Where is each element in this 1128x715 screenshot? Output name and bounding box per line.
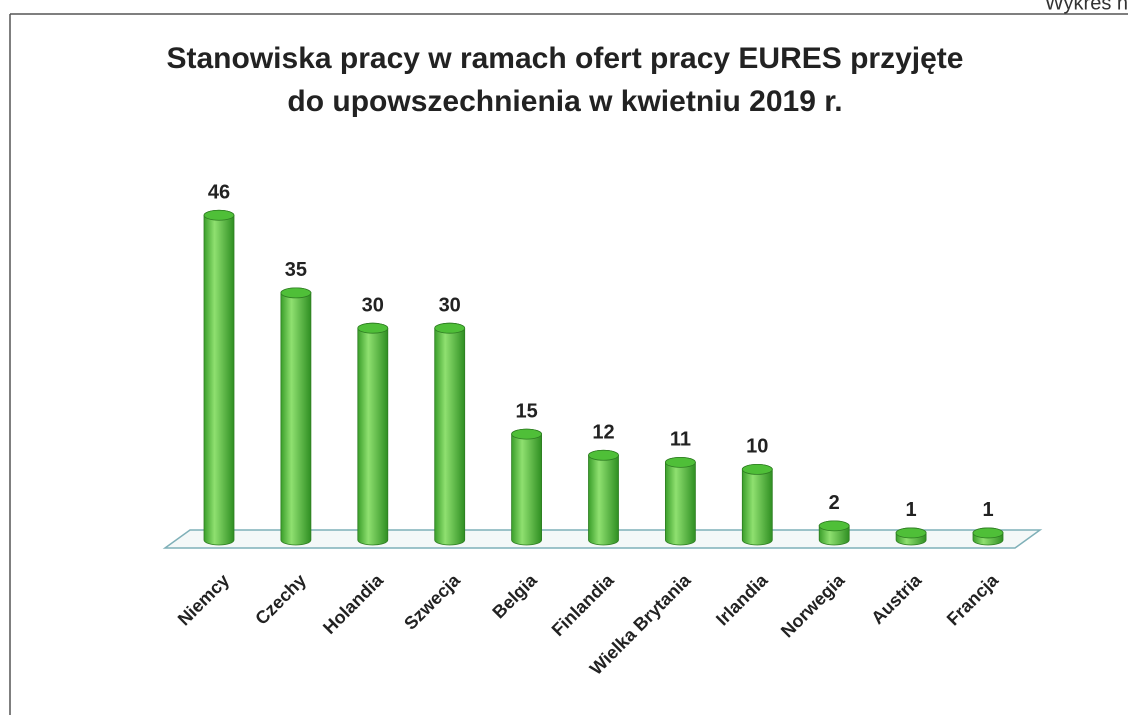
x-tick-label: Belgia	[488, 569, 541, 622]
value-label: 15	[515, 400, 537, 422]
value-label: 46	[208, 182, 230, 204]
value-label: 1	[982, 499, 993, 521]
bar	[434, 322, 466, 546]
bar-cap	[357, 322, 389, 334]
x-tick-label: Niemcy	[174, 570, 233, 629]
bar	[588, 449, 619, 546]
x-tick-label: Holandia	[319, 569, 388, 638]
x-tick-label: Irlandia	[712, 569, 772, 629]
bar	[741, 464, 773, 546]
value-label: 11	[670, 429, 691, 451]
bar-cap	[434, 322, 466, 334]
x-tick-label: Czechy	[251, 570, 310, 629]
bar	[511, 428, 542, 546]
bar-cap	[511, 428, 542, 440]
value-label: 35	[285, 259, 307, 281]
bar-cap	[280, 287, 312, 299]
value-label: 30	[362, 294, 384, 316]
value-label: 30	[439, 294, 461, 316]
bar-cap	[665, 456, 696, 468]
corner-label: Wykres n	[1045, 0, 1128, 14]
bar-cap	[741, 463, 773, 475]
x-tick-label: Szwecja	[400, 569, 464, 633]
x-tick-label: Norwegia	[777, 569, 849, 641]
bar-cap	[818, 520, 850, 532]
bar	[665, 456, 696, 546]
bar	[357, 322, 389, 546]
bar	[203, 209, 235, 546]
bar-cap	[588, 449, 619, 461]
bar-cap	[203, 209, 235, 221]
bar	[280, 287, 312, 546]
value-label: 2	[829, 492, 840, 514]
bar-cap	[972, 527, 1004, 539]
x-tick-label: Francja	[943, 569, 1003, 629]
value-label: 12	[592, 422, 614, 444]
bar-cap	[895, 527, 927, 539]
x-tick-label: Austria	[867, 569, 926, 628]
chart-title: do upowszechnienia w kwietniu 2019 r.	[287, 85, 842, 118]
chart-title: Stanowiska pracy w ramach ofert pracy EU…	[167, 42, 964, 75]
value-label: 1	[906, 499, 917, 521]
x-tick-label: Finlandia	[548, 569, 619, 640]
value-label: 10	[746, 436, 768, 458]
